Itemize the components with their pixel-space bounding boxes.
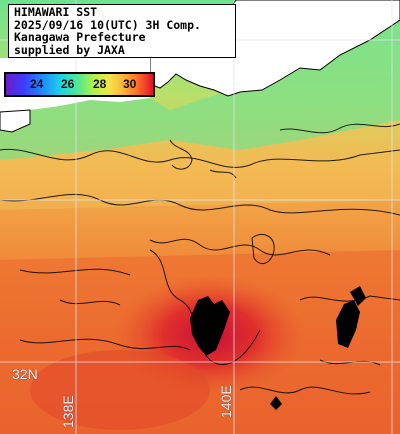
credit-line: supplied by JAXA	[14, 42, 125, 57]
datetime-line: 2025/09/16 10(UTC) 3H Comp.	[14, 17, 201, 32]
colorbar-tick: 24	[30, 77, 44, 91]
lon-label-140e: 140E	[218, 385, 234, 418]
region-line: Kanagawa Prefecture	[14, 30, 146, 45]
colorbar-tick: 28	[93, 77, 107, 91]
lon-label-138e: 138E	[60, 395, 76, 428]
lat-label-32n: 32N	[12, 366, 38, 382]
map-info-box: HIMAWARI SST 2025/09/16 10(UTC) 3H Comp.…	[8, 4, 236, 58]
color-bar: 24 26 28 30	[4, 72, 155, 97]
colorbar-tick: 26	[61, 77, 75, 91]
colorbar-tick: 30	[123, 77, 137, 91]
title-line: HIMAWARI SST	[14, 5, 98, 19]
